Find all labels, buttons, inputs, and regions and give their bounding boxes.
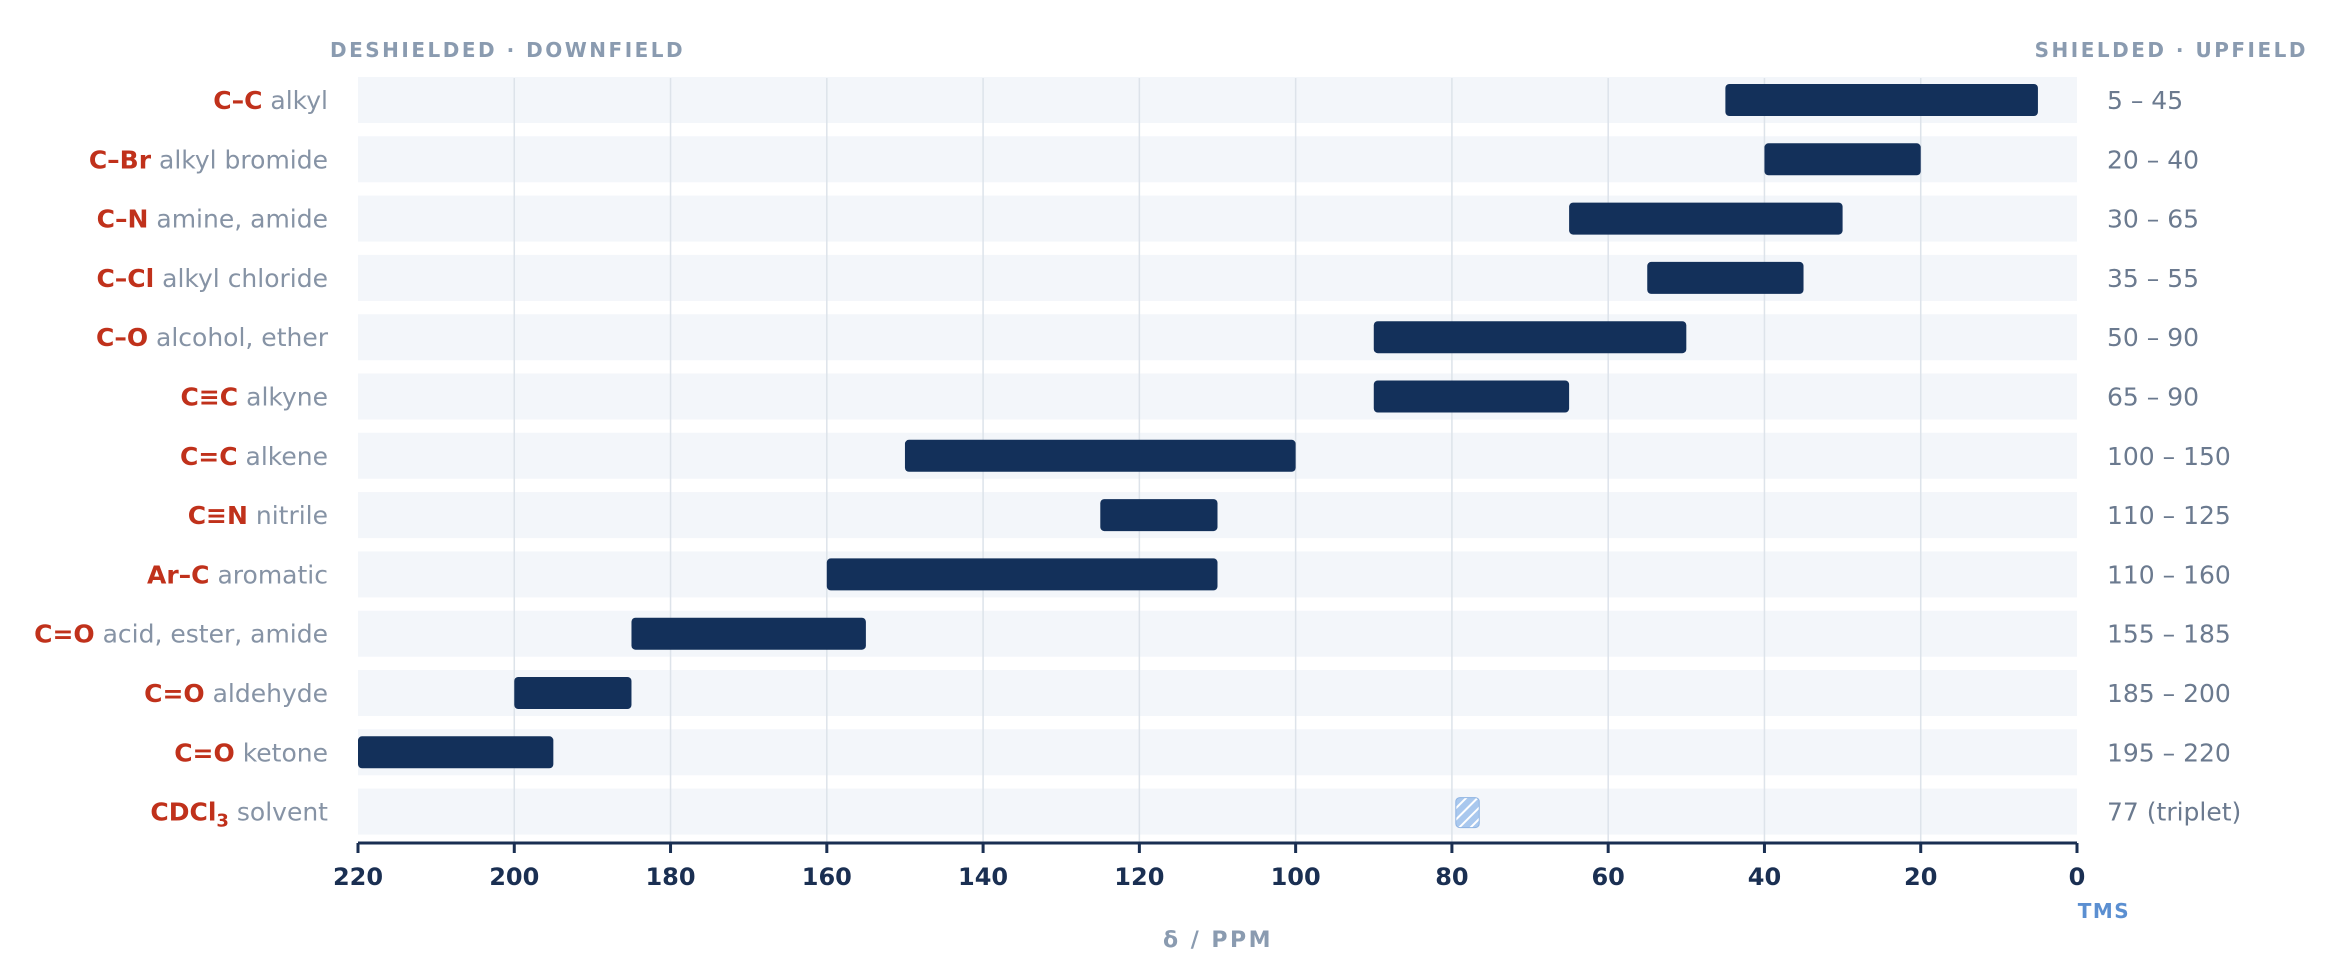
range-bar [1569,202,1843,235]
range-bar [358,736,554,769]
row-background [358,670,2077,716]
row-description: amine, amide [148,205,328,234]
row-description: alkene [238,442,328,471]
range-label: 30 – 65 [2107,205,2199,234]
row-label: C=C alkene [180,442,328,471]
group-label: CDCl [150,798,216,827]
range-label: 35 – 55 [2107,264,2199,293]
row-label: C≡C alkyne [181,383,328,412]
row-labels: C–C alkyl C–Br alkyl bromide C–N amine, am… [34,86,329,832]
range-label: 65 – 90 [2107,383,2199,412]
range-bar [826,558,1218,591]
group-label: C=C [180,442,238,471]
tick-label: 160 [802,863,852,891]
tick-label: 40 [1748,863,1781,891]
range-bar [904,439,1296,472]
row-label: CDCl3 solvent [150,798,328,832]
row-description: aromatic [210,560,328,589]
row-label: C≡N nitrile [188,501,328,530]
row-label: C–O alcohol, ether [96,323,329,352]
range-bar [514,677,632,709]
row-background [358,788,2077,835]
range-bars [358,84,2038,829]
row-description: ketone [235,738,328,767]
group-label: C–C [213,86,262,115]
row-description: alcohol, ether [148,323,329,352]
row-description: solvent [229,798,328,827]
x-axis-ticks: 220 200 180 160 140 120 100 80 60 40 20 0 [333,843,2085,891]
tick-label: 220 [333,863,383,891]
row-label: C–N amine, amide [97,205,328,234]
row-label: C=O ketone [174,738,328,767]
range-label: 110 – 160 [2107,560,2231,589]
row-description: alkyl [262,86,328,115]
group-label: C–O [96,323,148,352]
range-label: 50 – 90 [2107,323,2199,352]
group-label: Ar–C [147,560,210,589]
row-background [358,314,2077,361]
range-label: 20 – 40 [2107,145,2199,174]
row-label: C–Cl alkyl chloride [96,264,328,293]
range-bar [1100,499,1218,532]
tick-label: 140 [958,863,1008,891]
group-label: C=O [34,620,95,649]
row-background [358,610,2077,657]
tick-label: 100 [1271,863,1321,891]
row-label: C–Br alkyl bromide [89,145,328,174]
row-label: Ar–C aromatic [147,560,328,589]
range-label: 110 – 125 [2107,501,2231,530]
tick-label: 180 [645,863,695,891]
range-bar [631,617,866,650]
group-label: C=O [174,738,235,767]
range-label: 155 – 185 [2107,620,2231,649]
row-background [358,254,2077,301]
group-label: C≡C [181,383,239,412]
row-label: C–C alkyl [213,86,328,115]
tick-label: 60 [1591,863,1624,891]
row-description: alkyl chloride [154,264,328,293]
tick-label: 120 [1114,863,1164,891]
row-label: C=O acid, ester, amide [34,620,328,649]
header-right: SHIELDED · UPFIELD [2035,38,2308,62]
range-labels: 5 – 45 20 – 40 30 – 65 35 – 55 50 – 90 65 – 9… [2107,86,2241,827]
group-label: C=O [144,679,205,708]
range-bar [1373,321,1687,354]
range-bar [1373,380,1570,413]
x-axis-label: δ / PPM [1163,928,1273,953]
range-bar [1764,143,1921,176]
tms-label: TMS [2078,899,2130,923]
group-label: C–N [97,205,149,234]
solvent-marker [1455,797,1480,829]
header-left: DESHIELDED · DOWNFIELD [330,38,685,62]
row-description: aldehyde [205,679,328,708]
tick-label: 80 [1435,863,1468,891]
group-label: C–Cl [96,264,154,293]
tick-label: 20 [1904,863,1937,891]
tick-label: 0 [2069,863,2086,891]
range-bar [1725,84,2038,116]
group-subscript: 3 [216,811,229,832]
row-description: acid, ester, amide [95,620,328,649]
row-label: C=O aldehyde [144,679,328,708]
range-bar [1647,261,1804,294]
row-description: alkyne [238,383,328,412]
row-background [358,729,2077,776]
group-label: C–Br [89,145,152,174]
row-description: alkyl bromide [151,145,328,174]
tick-label: 200 [489,863,539,891]
group-label: C≡N [188,501,248,530]
row-background [358,373,2077,420]
range-label: 195 – 220 [2107,738,2231,767]
range-label: 5 – 45 [2107,86,2183,115]
range-label: 77 (triplet) [2107,798,2241,827]
range-label: 185 – 200 [2107,679,2231,708]
range-label: 100 – 150 [2107,442,2231,471]
row-description: nitrile [248,501,328,530]
